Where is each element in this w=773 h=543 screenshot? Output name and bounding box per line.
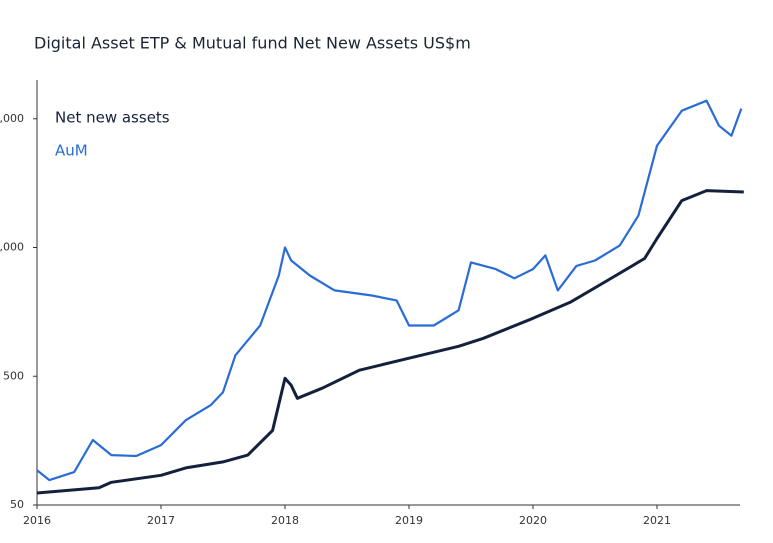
x-tick-label: 2018 <box>271 514 299 527</box>
series-line <box>36 99 743 482</box>
x-tick-label: 2016 <box>23 514 51 527</box>
y-tick-label: 500 <box>3 369 24 382</box>
legend-label: Net new assets <box>55 109 170 127</box>
y-tick-label: 50 <box>10 498 24 511</box>
x-tick-label: 2021 <box>643 514 671 527</box>
chart-title: Digital Asset ETP & Mutual fund Net New … <box>34 34 471 53</box>
y-tick-label: 5,000 <box>0 241 24 254</box>
x-tick-label: 2019 <box>395 514 423 527</box>
legend-label: AuM <box>55 142 88 160</box>
x-tick-label: 2017 <box>147 514 175 527</box>
y-tick-label: 50,000 <box>0 112 24 125</box>
series-line <box>36 189 744 495</box>
x-tick-label: 2020 <box>519 514 547 527</box>
